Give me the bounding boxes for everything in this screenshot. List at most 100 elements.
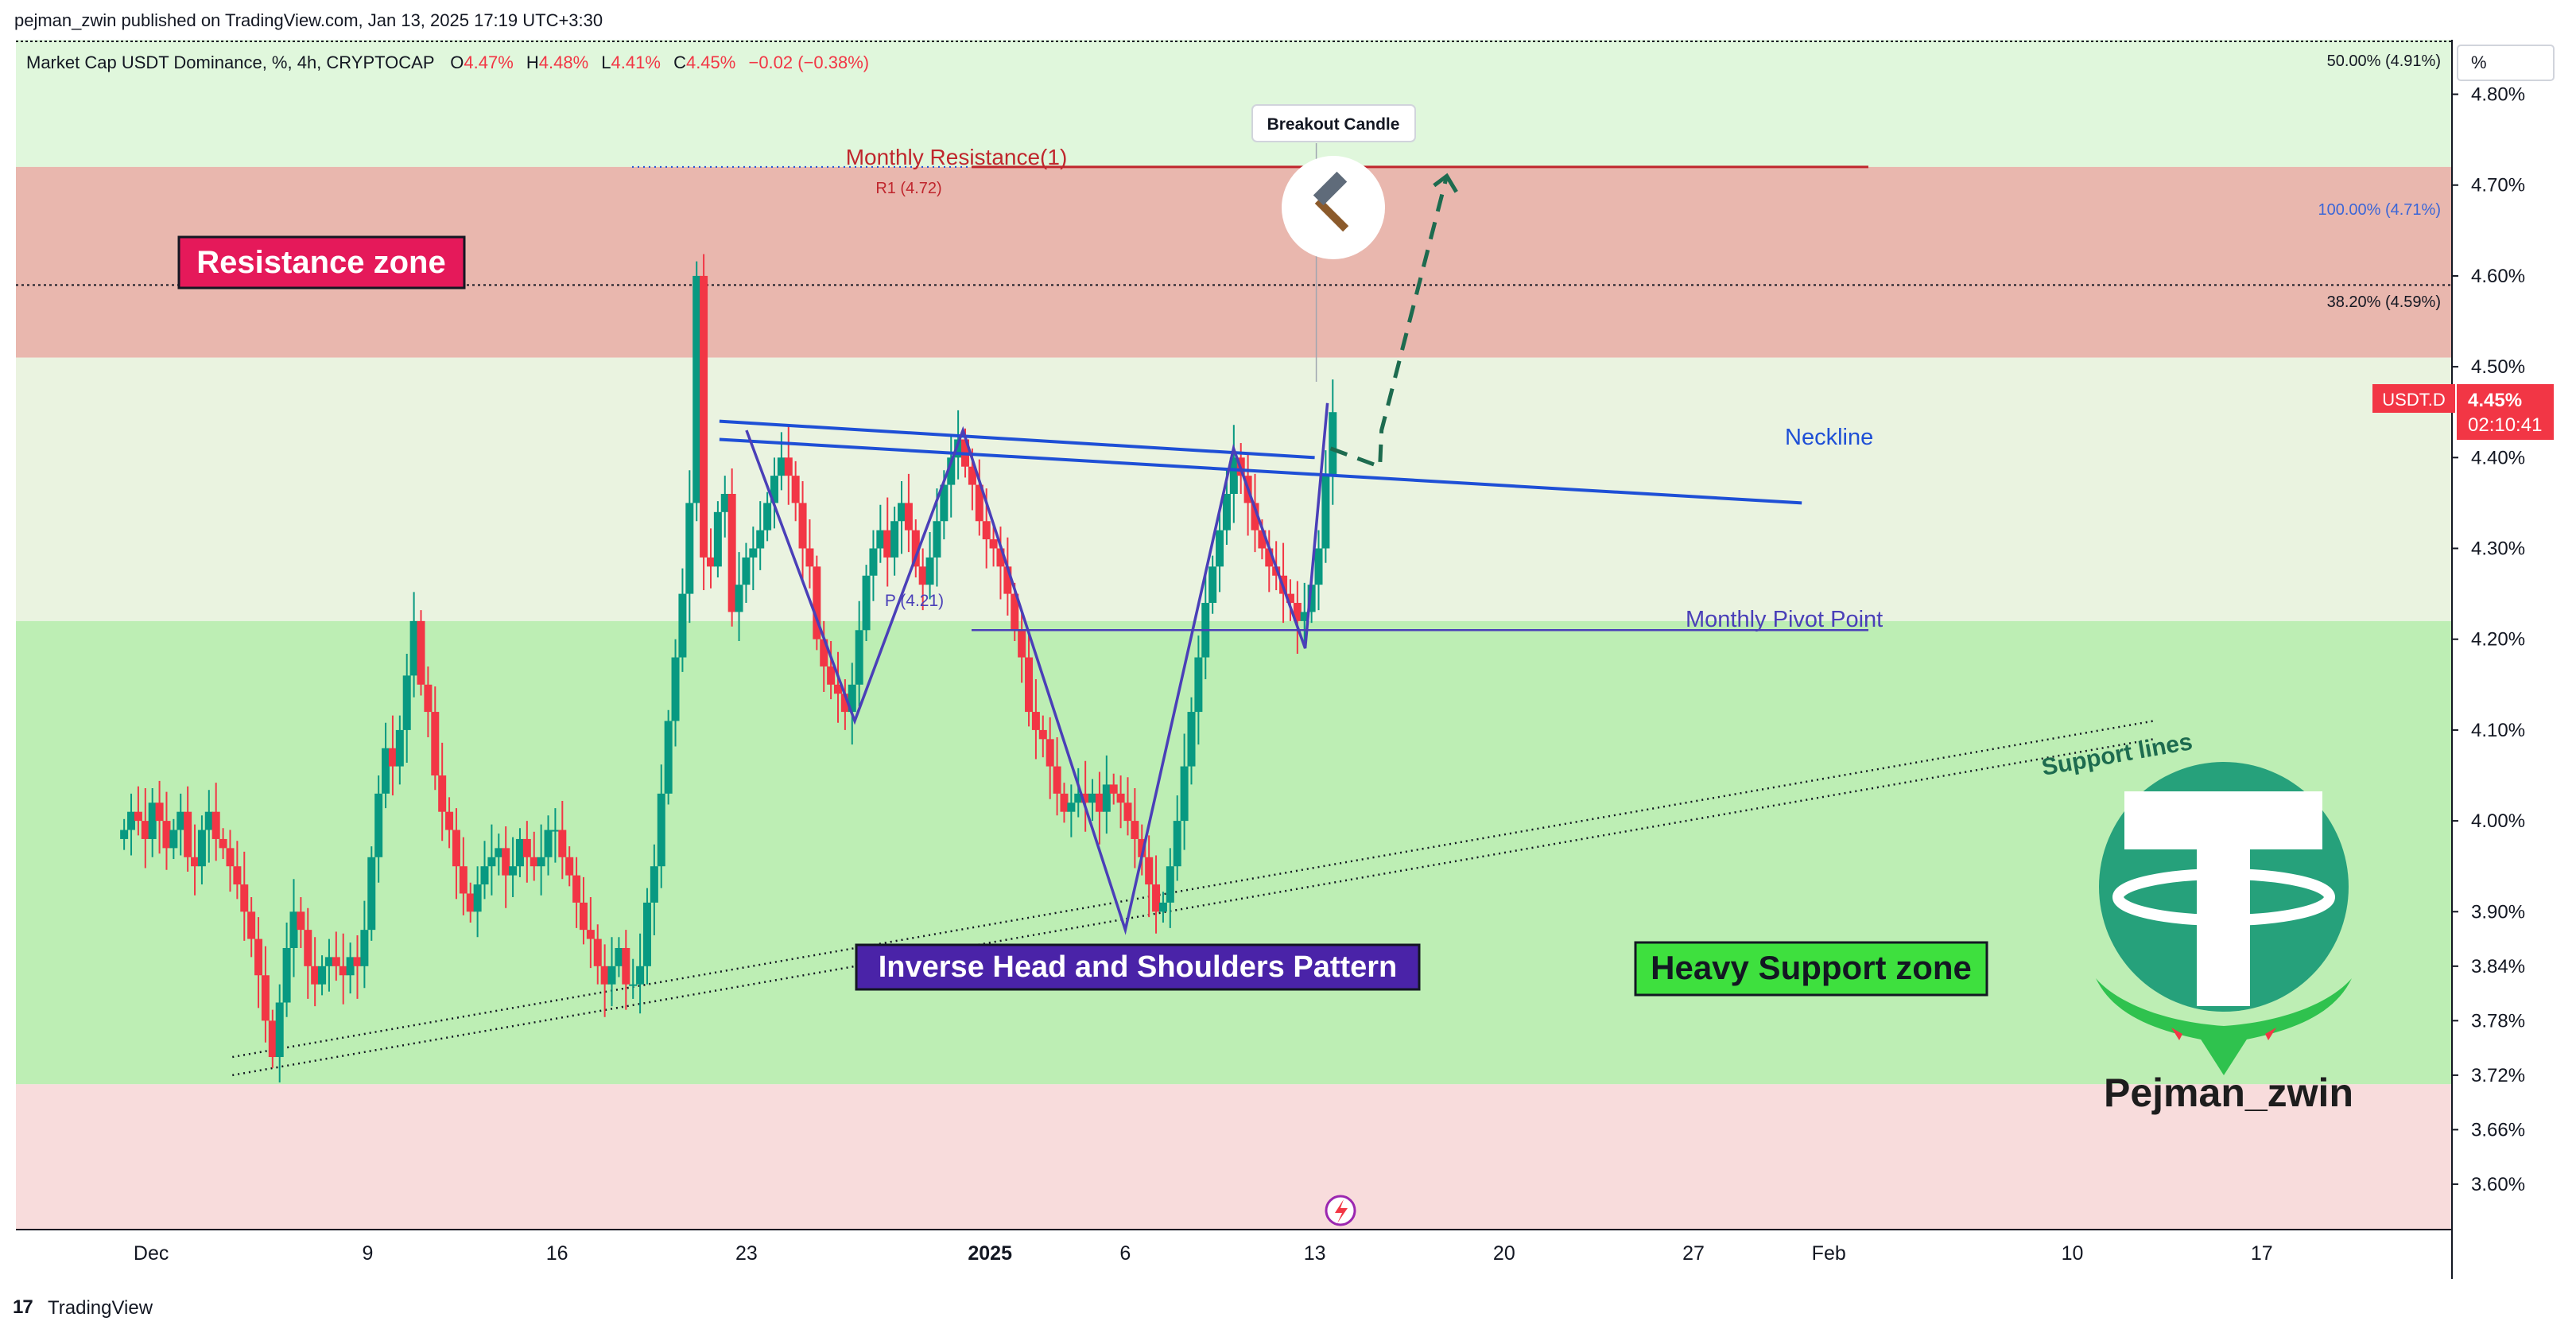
candle [918,566,927,585]
candle [813,566,821,639]
candle [184,811,192,857]
breakout-candle-box [1251,104,1416,142]
price-chart[interactable]: Monthly Resistance(1) R1 (4.72) P (4.21) Re… [0,40,2576,1282]
price-tag-symbol: USDT.D [2382,390,2445,410]
candle [438,775,447,812]
candle [982,521,991,540]
lower-band [16,1084,2451,1230]
candle [1053,766,1061,794]
candle [593,938,602,966]
candle [1216,530,1224,567]
candle [1208,566,1217,604]
candle [607,966,616,985]
candle [374,793,383,857]
legend-high: 4.48% [539,52,588,72]
candle [353,957,362,966]
x-tick-label: 10 [2062,1242,2084,1265]
candle [480,866,489,885]
support-lines[interactable] [232,720,2154,1077]
candle [1081,793,1090,803]
legend-close: 4.45% [686,52,735,72]
candle [692,275,701,503]
ihs-pattern-line[interactable] [745,402,1329,935]
price-tag-countdown: 02:10:41 [2468,414,2542,436]
candle [1131,821,1139,839]
monthly-resistance-label: Monthly Resistance(1) [846,145,1068,169]
candle [304,930,312,966]
fib-label-3: 38.20% (4.59%) [2327,293,2441,311]
tradingview-brand[interactable]: TradingView [48,1297,153,1319]
candle [1025,657,1034,713]
candle [904,503,913,530]
candle [855,630,863,685]
neckline-label: Neckline [1785,425,1873,450]
candle [1180,766,1189,822]
candle [1060,793,1069,812]
candle [1067,802,1076,812]
tradingview-logo-icon[interactable]: 17 [13,1296,33,1318]
fib-label-1: 50.00% (4.91%) [2327,52,2441,70]
candle [275,1002,284,1058]
resistance-zone-text: Resistance zone [196,245,445,280]
candle [311,966,320,985]
y-tick-label: 3.72% [2471,1065,2525,1086]
candle [848,684,856,713]
support-line-1[interactable] [232,738,2154,1077]
support-zone-band[interactable] [16,620,2451,1085]
candle [911,530,920,567]
hammer-handle [1314,197,1349,232]
candle [1229,457,1238,494]
y-tick-label: 4.20% [2471,629,2525,651]
candle [409,620,418,676]
breakout-candle-text: Breakout Candle [1267,115,1400,134]
lightning-icon[interactable] [1325,1195,1356,1226]
unit-button[interactable]: % [2457,45,2555,81]
candle [169,830,178,849]
candle [297,911,305,931]
x-tick-label: 20 [1493,1242,1515,1265]
candle [636,966,645,985]
candle [996,548,1005,567]
neckline-line-2[interactable] [719,437,1802,505]
candle [1018,630,1026,658]
support-zone-box [1634,941,1988,997]
candle [1152,884,1161,912]
neckline-line-1[interactable] [719,419,1315,460]
y-tick-label: 4.60% [2471,266,2525,287]
candle [515,838,524,867]
candle [233,866,242,885]
projection-arrow-icon [1433,173,1458,193]
candle [1293,603,1302,621]
candle [289,911,298,948]
candle [862,575,871,631]
candle [395,729,404,767]
candle [565,857,574,876]
candle [685,503,694,594]
candle [1074,793,1083,803]
candle [629,984,638,986]
projection-path[interactable] [1329,175,1449,470]
candle [459,866,467,894]
candle [1102,784,1111,812]
candle [473,884,482,912]
price-axis[interactable] [2452,40,2576,1282]
candle [509,866,518,876]
monthly-pivot-label: Monthly Pivot Point [1686,607,1883,632]
r1-label: R1 (4.72) [875,180,941,197]
candle [615,947,623,966]
legend-open: 4.47% [464,52,513,72]
support-line-2[interactable] [232,720,2154,1059]
candle [735,585,743,612]
x-tick-label: 13 [1304,1242,1326,1265]
legend-low: 4.41% [611,52,661,72]
y-tick-label: 4.30% [2471,538,2525,560]
candle [834,684,843,694]
candle [424,684,433,713]
y-tick-label: 3.84% [2471,956,2525,977]
legend-symbol: Market Cap USDT Dominance, %, 4h, CRYPTO… [26,52,434,72]
candle [226,848,235,867]
publish-info: pejman_zwin published on TradingView.com… [14,10,603,30]
hammer-icon [1282,156,1385,259]
candle [522,838,531,857]
candle [382,748,390,794]
